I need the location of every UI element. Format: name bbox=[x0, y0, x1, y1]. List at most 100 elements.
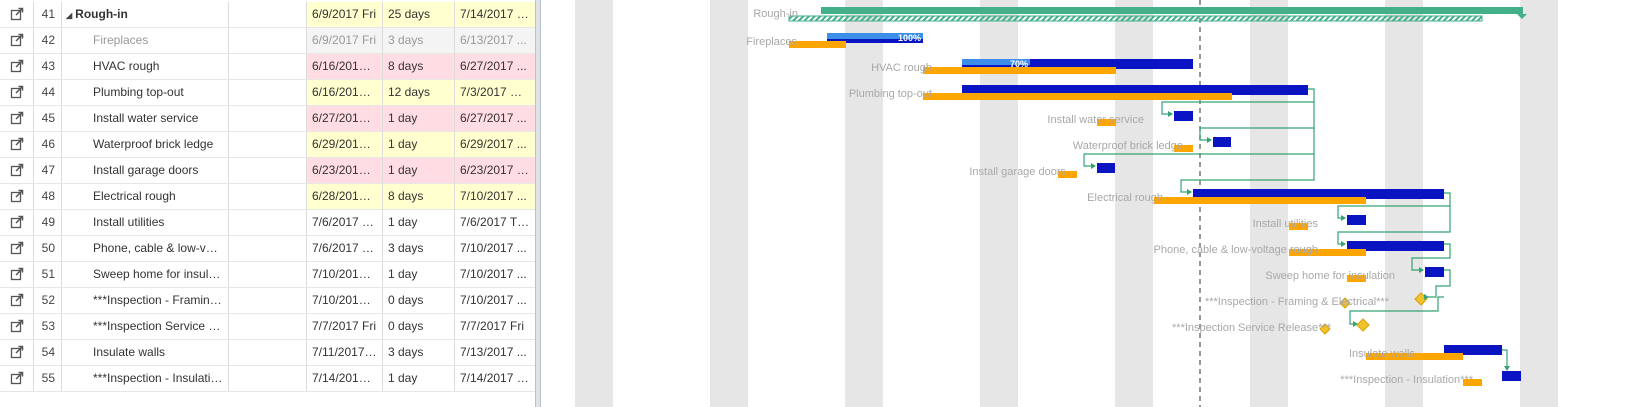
open-task-icon[interactable] bbox=[0, 80, 34, 105]
task-duration[interactable]: 12 days bbox=[383, 80, 455, 105]
task-row[interactable]: 55 ***Inspection - Insulatio... 7/14/2017 … bbox=[0, 366, 535, 392]
task-start[interactable]: 6/9/2017 Fri bbox=[307, 2, 383, 27]
task-finish[interactable]: 7/14/2017 Fri bbox=[455, 2, 535, 27]
task-finish[interactable]: 6/27/2017 ... bbox=[455, 54, 535, 79]
task-duration[interactable]: 3 days bbox=[383, 28, 455, 53]
task-name[interactable]: Sweep home for insulation bbox=[62, 262, 229, 287]
task-finish[interactable]: 7/6/2017 Thu bbox=[460, 215, 531, 229]
open-task-icon[interactable] bbox=[0, 262, 34, 287]
task-start[interactable]: 6/29/2017 ... bbox=[307, 132, 383, 157]
task-start[interactable]: 7/6/2017 Thu bbox=[307, 210, 383, 235]
task-finish[interactable]: 7/10/2017 ... bbox=[460, 293, 527, 307]
task-name[interactable]: Waterproof brick ledge bbox=[62, 132, 229, 157]
task-number[interactable]: 55 bbox=[34, 366, 62, 391]
task-finish[interactable]: 6/13/2017 ... bbox=[455, 28, 535, 53]
task-name[interactable]: Fireplaces bbox=[62, 28, 229, 53]
task-row[interactable]: 53 ***Inspection Service Re... 7/7/2017 Fr… bbox=[0, 314, 535, 340]
task-row[interactable]: 52 ***Inspection - Framing ... 7/10/2017 .… bbox=[0, 288, 535, 314]
task-number[interactable]: 50 bbox=[34, 236, 62, 261]
task-number[interactable]: 54 bbox=[34, 340, 62, 365]
blank-column[interactable] bbox=[229, 262, 307, 287]
task-start[interactable]: 6/27/2017 ... bbox=[307, 106, 383, 131]
task-start[interactable]: 7/14/2017 Fri bbox=[307, 366, 383, 391]
task-duration[interactable]: 1 day bbox=[383, 106, 455, 131]
task-finish[interactable]: 7/10/2017 ... bbox=[460, 241, 527, 255]
task-number[interactable]: 43 bbox=[34, 54, 62, 79]
open-task-icon[interactable] bbox=[0, 340, 34, 365]
task-start[interactable]: 7/6/2017 Thu bbox=[307, 236, 383, 261]
blank-column[interactable] bbox=[229, 236, 307, 261]
task-name[interactable]: HVAC rough bbox=[62, 54, 229, 79]
blank-column[interactable] bbox=[229, 80, 307, 105]
task-duration[interactable]: 1 day bbox=[383, 262, 455, 287]
task-row[interactable]: 51 Sweep home for insulation 7/10/2017 ...… bbox=[0, 262, 535, 288]
open-task-icon[interactable] bbox=[0, 2, 34, 27]
task-duration[interactable]: 3 days bbox=[383, 340, 455, 365]
open-task-icon[interactable] bbox=[0, 314, 34, 339]
task-start[interactable]: 7/7/2017 Fri bbox=[307, 314, 383, 339]
task-duration[interactable]: 3 days bbox=[383, 236, 455, 261]
task-start[interactable]: 6/23/2017 Fri bbox=[307, 158, 383, 183]
task-start[interactable]: 6/16/2017 Fri bbox=[307, 80, 383, 105]
task-number[interactable]: 47 bbox=[34, 158, 62, 183]
blank-column[interactable] bbox=[229, 54, 307, 79]
task-name[interactable]: Plumbing top-out bbox=[62, 80, 229, 105]
task-row[interactable]: 43 HVAC rough 6/16/2017 Fri 8 days 6/27/2017… bbox=[0, 54, 535, 80]
task-duration[interactable]: 1 day bbox=[383, 210, 455, 235]
open-task-icon[interactable] bbox=[0, 288, 34, 313]
task-finish[interactable]: 7/10/2017 ... bbox=[455, 184, 535, 209]
task-row[interactable]: 42 Fireplaces 6/9/2017 Fri 3 days 6/13/2017 … bbox=[0, 28, 535, 54]
task-start[interactable]: 7/11/2017 ... bbox=[307, 340, 383, 365]
task-finish[interactable]: 6/27/2017 ... bbox=[455, 106, 535, 131]
task-name[interactable]: ***Inspection - Framing ... bbox=[62, 288, 229, 313]
task-start[interactable]: 7/10/2017 ... bbox=[307, 262, 383, 287]
blank-column[interactable] bbox=[229, 184, 307, 209]
task-finish[interactable]: 7/7/2017 Fri bbox=[460, 319, 525, 333]
task-finish[interactable]: 7/10/2017 ... bbox=[460, 267, 527, 281]
blank-column[interactable] bbox=[229, 340, 307, 365]
task-duration[interactable]: 8 days bbox=[383, 184, 455, 209]
task-name[interactable]: Install garage doors bbox=[62, 158, 229, 183]
task-duration[interactable]: 1 day bbox=[383, 132, 455, 157]
task-number[interactable]: 42 bbox=[34, 28, 62, 53]
open-task-icon[interactable] bbox=[0, 158, 34, 183]
task-duration[interactable]: 0 days bbox=[383, 314, 455, 339]
task-number[interactable]: 52 bbox=[34, 288, 62, 313]
collapse-triangle-icon[interactable]: ◢ bbox=[66, 11, 73, 20]
blank-column[interactable] bbox=[229, 2, 307, 27]
task-finish[interactable]: 6/29/2017 ... bbox=[455, 132, 535, 157]
task-start[interactable]: 7/10/2017 ... bbox=[307, 288, 383, 313]
task-number[interactable]: 46 bbox=[34, 132, 62, 157]
task-name[interactable]: ***Inspection Service Re... bbox=[62, 314, 229, 339]
task-start[interactable]: 6/9/2017 Fri bbox=[307, 28, 383, 53]
task-number[interactable]: 45 bbox=[34, 106, 62, 131]
task-number[interactable]: 49 bbox=[34, 210, 62, 235]
task-name[interactable]: ◢ Rough-in bbox=[62, 2, 229, 27]
task-finish[interactable]: 6/23/2017 Fri bbox=[455, 158, 535, 183]
blank-column[interactable] bbox=[229, 132, 307, 157]
open-task-icon[interactable] bbox=[0, 106, 34, 131]
blank-column[interactable] bbox=[229, 210, 307, 235]
task-number[interactable]: 48 bbox=[34, 184, 62, 209]
blank-column[interactable] bbox=[229, 106, 307, 131]
task-row[interactable]: 54 Insulate walls 7/11/2017 ... 3 days 7/13/… bbox=[0, 340, 535, 366]
task-row[interactable]: 49 Install utilities 7/6/2017 Thu 1 day 7/6/… bbox=[0, 210, 535, 236]
task-row[interactable]: 47 Install garage doors 6/23/2017 Fri 1 day… bbox=[0, 158, 535, 184]
task-name[interactable]: Phone, cable & low-volta... bbox=[62, 236, 229, 261]
task-row[interactable]: 44 Plumbing top-out 6/16/2017 Fri 12 days 7/… bbox=[0, 80, 535, 106]
task-name[interactable]: Install utilities bbox=[62, 210, 229, 235]
open-task-icon[interactable] bbox=[0, 54, 34, 79]
task-row[interactable]: 45 Install water service 6/27/2017 ... 1 da… bbox=[0, 106, 535, 132]
open-task-icon[interactable] bbox=[0, 210, 34, 235]
task-number[interactable]: 53 bbox=[34, 314, 62, 339]
task-start[interactable]: 6/28/2017 ... bbox=[307, 184, 383, 209]
task-row[interactable]: 46 Waterproof brick ledge 6/29/2017 ... 1 d… bbox=[0, 132, 535, 158]
open-task-icon[interactable] bbox=[0, 184, 34, 209]
blank-column[interactable] bbox=[229, 158, 307, 183]
task-name[interactable]: Electrical rough bbox=[62, 184, 229, 209]
blank-column[interactable] bbox=[229, 288, 307, 313]
blank-column[interactable] bbox=[229, 314, 307, 339]
task-row[interactable]: 50 Phone, cable & low-volta... 7/6/2017 Th… bbox=[0, 236, 535, 262]
open-task-icon[interactable] bbox=[0, 132, 34, 157]
task-number[interactable]: 51 bbox=[34, 262, 62, 287]
